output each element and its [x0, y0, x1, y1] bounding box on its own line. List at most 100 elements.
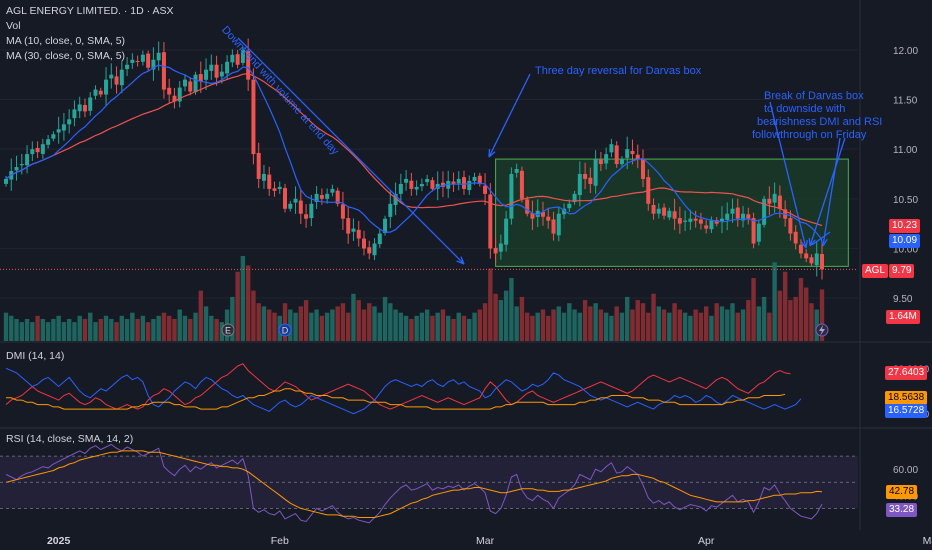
candle[interactable] — [667, 207, 672, 221]
candle[interactable] — [314, 186, 319, 209]
candle[interactable] — [798, 239, 803, 259]
candle[interactable] — [756, 219, 761, 246]
candle[interactable] — [451, 172, 456, 192]
chart-title[interactable]: AGL ENERGY LIMITED. · 1D · ASX — [6, 5, 174, 17]
candle[interactable] — [356, 220, 361, 247]
candle[interactable] — [277, 181, 282, 194]
candle[interactable] — [814, 240, 819, 277]
candle[interactable] — [709, 216, 714, 233]
candle[interactable] — [93, 85, 98, 100]
candle[interactable] — [651, 198, 656, 220]
candle[interactable] — [772, 182, 777, 213]
candle[interactable] — [209, 54, 214, 81]
candle[interactable] — [346, 206, 351, 244]
candle[interactable] — [567, 199, 572, 212]
candle[interactable] — [619, 156, 624, 167]
candle[interactable] — [230, 49, 235, 68]
candle[interactable] — [514, 163, 519, 178]
candle[interactable] — [30, 141, 35, 162]
candle[interactable] — [214, 55, 219, 86]
ma30-legend[interactable]: MA (30, close, 0, SMA, 5) — [6, 50, 126, 62]
candle[interactable] — [404, 170, 409, 191]
candle[interactable] — [540, 201, 545, 226]
candle[interactable] — [777, 185, 782, 218]
candle[interactable] — [82, 98, 87, 118]
candle[interactable] — [114, 66, 119, 94]
candle[interactable] — [456, 171, 461, 191]
candle[interactable] — [730, 198, 735, 223]
candle[interactable] — [335, 187, 340, 207]
candle[interactable] — [177, 81, 182, 108]
candle[interactable] — [198, 61, 203, 93]
candle[interactable] — [125, 56, 130, 77]
candle[interactable] — [604, 147, 609, 170]
candle[interactable] — [309, 194, 314, 227]
candle[interactable] — [609, 138, 614, 158]
candle[interactable] — [593, 150, 598, 194]
candle[interactable] — [440, 171, 445, 198]
candle[interactable] — [372, 238, 377, 261]
candle[interactable] — [467, 175, 472, 195]
candle[interactable] — [240, 46, 245, 66]
candle[interactable] — [409, 172, 414, 196]
dmi-legend[interactable]: DMI (14, 14) — [6, 350, 65, 362]
candle[interactable] — [509, 167, 514, 225]
candle[interactable] — [388, 191, 393, 229]
candle[interactable] — [809, 254, 814, 267]
candle[interactable] — [98, 87, 103, 98]
candle[interactable] — [693, 210, 698, 228]
candle[interactable] — [820, 242, 824, 280]
candle[interactable] — [367, 240, 372, 260]
volume-legend[interactable]: Vol — [6, 20, 21, 32]
candle[interactable] — [172, 87, 177, 109]
candle[interactable] — [746, 207, 751, 225]
candle[interactable] — [130, 53, 135, 69]
candle[interactable] — [51, 131, 56, 142]
candle[interactable] — [562, 203, 567, 220]
candle[interactable] — [635, 144, 640, 169]
candle[interactable] — [430, 177, 435, 192]
ma10-legend[interactable]: MA (10, close, 0, SMA, 5) — [6, 35, 126, 47]
candle[interactable] — [151, 47, 156, 81]
candle[interactable] — [161, 42, 166, 99]
candle[interactable] — [535, 199, 540, 228]
candle[interactable] — [251, 68, 256, 165]
candle[interactable] — [530, 200, 535, 230]
candle[interactable] — [46, 135, 51, 149]
candle[interactable] — [793, 225, 798, 250]
candle[interactable] — [19, 153, 24, 175]
candle[interactable] — [261, 165, 266, 189]
candle[interactable] — [67, 109, 72, 134]
candle[interactable] — [583, 162, 588, 190]
candle[interactable] — [588, 167, 593, 194]
candle[interactable] — [56, 116, 61, 144]
candle[interactable] — [225, 55, 230, 80]
candle[interactable] — [298, 189, 303, 224]
candle[interactable] — [656, 203, 661, 219]
dividend-marker[interactable]: D — [278, 323, 292, 337]
candle[interactable] — [104, 67, 109, 106]
candle[interactable] — [598, 151, 603, 172]
candle[interactable] — [72, 100, 77, 127]
candle[interactable] — [267, 166, 272, 196]
candle[interactable] — [488, 183, 493, 259]
candle[interactable] — [4, 175, 8, 187]
candle[interactable] — [204, 58, 209, 91]
candle[interactable] — [140, 50, 145, 66]
candle[interactable] — [525, 196, 530, 217]
candle[interactable] — [641, 149, 646, 187]
candle[interactable] — [14, 155, 19, 181]
candle[interactable] — [425, 174, 430, 186]
candle[interactable] — [88, 92, 93, 116]
candle[interactable] — [804, 249, 809, 263]
candle[interactable] — [630, 139, 635, 165]
candle[interactable] — [256, 142, 261, 189]
candle[interactable] — [741, 205, 746, 228]
candle[interactable] — [462, 170, 467, 195]
candle[interactable] — [519, 166, 524, 203]
rsi-legend[interactable]: RSI (14, close, SMA, 14, 2) — [6, 433, 134, 445]
candle[interactable] — [672, 198, 677, 230]
candle[interactable] — [698, 212, 703, 230]
candle[interactable] — [119, 60, 124, 94]
